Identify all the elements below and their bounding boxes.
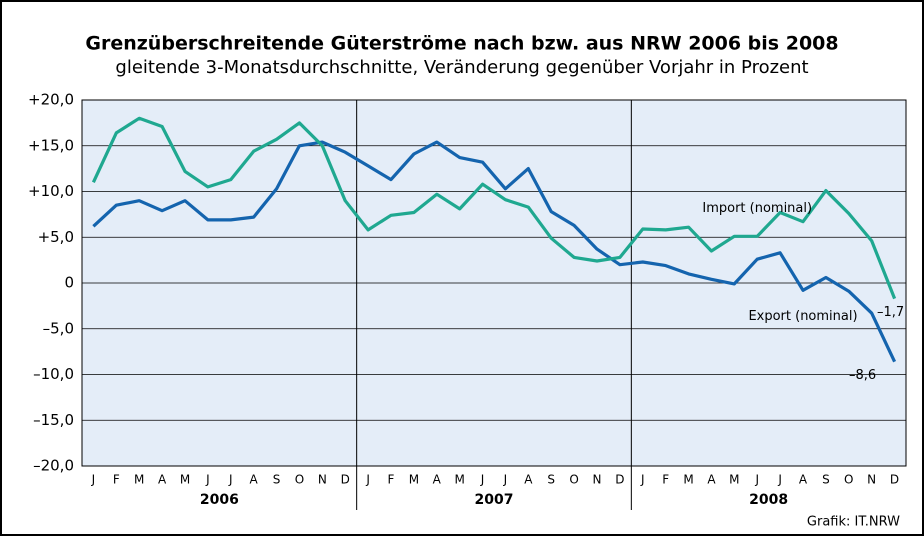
x-tick-label: N (318, 473, 327, 487)
y-tick-label: –15,0 (33, 411, 74, 429)
x-tick-label: J (228, 473, 233, 487)
x-tick-label: F (662, 473, 669, 487)
source: Grafik: IT.NRW (807, 515, 900, 530)
data-label: –1,7 (877, 305, 904, 320)
x-tick-label: A (799, 473, 808, 487)
x-tick-label: A (250, 473, 259, 487)
x-tick-label: S (273, 473, 281, 487)
x-tick-label: M (454, 473, 464, 487)
y-tick-label: 0 (64, 274, 74, 292)
x-tick-label: D (615, 473, 624, 487)
x-tick-label: M (409, 473, 419, 487)
y-tick-label: +10,0 (28, 182, 74, 200)
x-tick-label: N (593, 473, 602, 487)
y-tick-label: +5,0 (38, 228, 74, 246)
x-tick-label: A (433, 473, 442, 487)
x-tick-label: J (777, 473, 782, 487)
x-tick-label: O (569, 473, 578, 487)
year-label: 2008 (749, 492, 788, 508)
y-tick-label: –5,0 (43, 319, 74, 337)
y-tick-label: –10,0 (33, 365, 74, 383)
x-tick-label: F (113, 473, 120, 487)
x-tick-label: F (388, 473, 395, 487)
x-tick-label: O (844, 473, 853, 487)
x-tick-label: M (729, 473, 739, 487)
x-tick-label: N (867, 473, 876, 487)
x-tick-label: S (822, 473, 830, 487)
x-tick-label: A (524, 473, 533, 487)
series-line (92, 140, 897, 363)
x-tick-label: J (754, 473, 759, 487)
chart-title: Grenzüberschreitende Güterströme nach bz… (85, 33, 838, 55)
data-label: –8,6 (849, 368, 876, 383)
x-tick-label: A (707, 473, 716, 487)
x-tick-label: M (683, 473, 693, 487)
x-tick-label: A (158, 473, 167, 487)
y-tick-label: –20,0 (33, 457, 74, 475)
x-tick-label: J (503, 473, 508, 487)
x-tick-label: J (480, 473, 485, 487)
x-tick-label: J (640, 473, 645, 487)
x-tick-label: D (890, 473, 899, 487)
chart-subtitle: gleitende 3-Monatsdurchschnitte, Verände… (115, 57, 808, 78)
x-tick-label: J (205, 473, 210, 487)
series-label: Export (nominal) (748, 309, 857, 324)
x-tick-label: M (134, 473, 144, 487)
year-label: 2006 (200, 492, 239, 508)
x-tick-label: S (547, 473, 555, 487)
x-tick-label: M (180, 473, 190, 487)
x-tick-label: J (365, 473, 370, 487)
x-tick-label: D (341, 473, 350, 487)
x-tick-label: O (295, 473, 304, 487)
year-label: 2007 (475, 492, 514, 508)
y-tick-label: +20,0 (28, 91, 74, 109)
series-line (91, 116, 897, 300)
y-tick-label: +15,0 (28, 136, 74, 154)
x-tick-label: J (91, 473, 96, 487)
series-label: Import (nominal) (702, 201, 812, 216)
